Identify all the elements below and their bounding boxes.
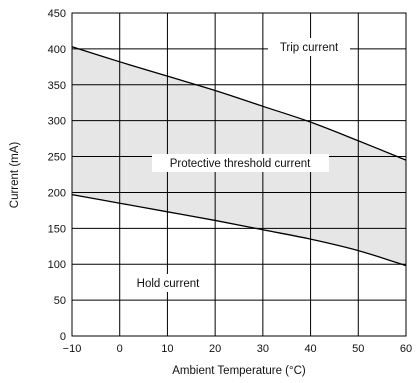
y-axis-title: Current (mA) (9, 142, 21, 209)
x-tick-label: 30 (257, 343, 269, 355)
hold-label-bg (128, 274, 208, 292)
protective-threshold-label: Protective threshold current (170, 158, 311, 170)
series-lines (71, 46, 407, 267)
x-tick-label: 50 (352, 343, 364, 355)
x-tick-label: 0 (117, 343, 123, 355)
x-axis-title: Ambient Temperature (°C) (172, 365, 306, 377)
y-tick-label: 450 (48, 8, 66, 20)
y-tick-label: 150 (48, 223, 66, 235)
hold-current-line (71, 193, 407, 267)
plot-frame (71, 12, 407, 337)
y-tick-label: 100 (48, 259, 66, 271)
region-label-bg (152, 154, 329, 172)
y-tick-label: 300 (48, 116, 66, 128)
x-tick-label: 60 (400, 343, 412, 355)
trip-label-bg (268, 38, 350, 56)
x-tick-label: 20 (209, 343, 221, 355)
x-tick-label: −10 (63, 343, 82, 355)
trip-current-label: Trip current (280, 42, 339, 54)
y-tick-label: 350 (48, 80, 66, 92)
y-tick-label: 200 (48, 187, 66, 199)
y-tick-label: 400 (48, 44, 66, 56)
y-tick-label: 250 (48, 152, 66, 164)
trip-current-line (71, 46, 407, 161)
y-tick-label: 50 (54, 295, 66, 307)
grid (71, 12, 407, 337)
hold-current-label: Hold current (137, 278, 200, 290)
x-tick-label: 10 (161, 343, 173, 355)
x-tick-label: 40 (304, 343, 316, 355)
tick-labels: −10 0 10 20 30 40 50 60050100150200250300350400… (48, 8, 412, 355)
y-tick-label: 0 (60, 331, 66, 343)
